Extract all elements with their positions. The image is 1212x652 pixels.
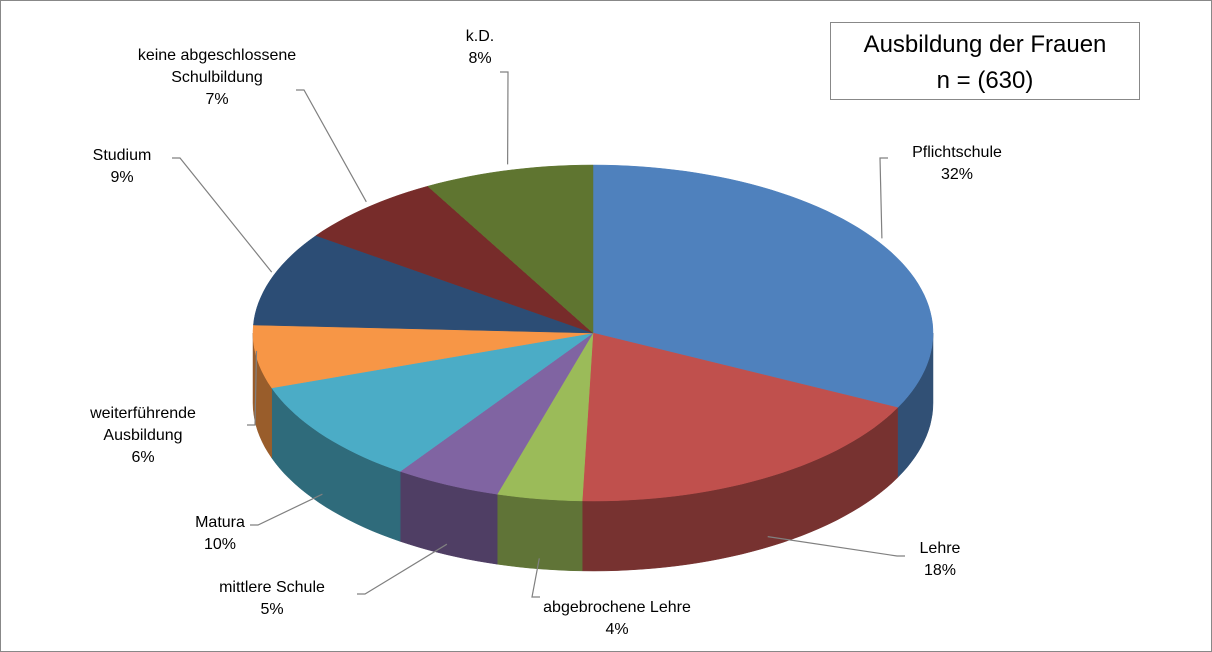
leader-line <box>296 89 367 203</box>
data-label: mittlere Schule 5% <box>172 577 372 621</box>
category-label: Studium <box>92 147 152 164</box>
category-label: Matura <box>195 514 245 531</box>
data-label: k.D. 8% <box>430 26 530 70</box>
slice <box>315 185 594 334</box>
category-label: keine abgeschlossene Schulbildung <box>137 47 297 86</box>
value-label: 9% <box>110 169 134 186</box>
leader-line <box>172 157 273 273</box>
slice <box>271 332 594 472</box>
category-label: Pflichtschule <box>912 144 1002 161</box>
data-label: abgebrochene Lehre 4% <box>487 597 747 641</box>
data-label: Studium 9% <box>22 145 222 189</box>
value-label: 6% <box>131 449 155 466</box>
data-label: Pflichtschule 32% <box>857 142 1057 186</box>
slice <box>253 235 594 334</box>
data-label: weiterführende Ausbildung 6% <box>73 403 213 469</box>
slice <box>496 332 594 502</box>
leader-line <box>879 157 888 239</box>
data-label: Lehre 18% <box>840 538 1040 582</box>
category-label: mittlere Schule <box>219 579 325 596</box>
slice <box>592 164 934 408</box>
slice <box>399 332 594 495</box>
slice <box>581 332 899 502</box>
value-label: 8% <box>468 50 492 67</box>
category-label: k.D. <box>465 28 495 45</box>
leader-line <box>357 543 448 595</box>
value-label: 7% <box>205 91 229 108</box>
leader-line <box>531 558 540 598</box>
leader-line <box>500 71 509 165</box>
chart-subtitle: n = (630) <box>936 67 1034 94</box>
value-label: 10% <box>203 536 237 553</box>
category-label: Lehre <box>919 540 961 557</box>
title-box: Ausbildung der Frauen n = (630) <box>830 22 1140 100</box>
value-label: 5% <box>260 601 284 618</box>
leader-line <box>247 350 258 426</box>
data-label: keine abgeschlossene Schulbildung 7% <box>117 45 317 111</box>
data-label: Matura 10% <box>120 512 320 556</box>
category-label: weiterführende Ausbildung <box>90 405 196 444</box>
value-label: 18% <box>923 562 957 579</box>
slice <box>427 164 594 334</box>
leader-line <box>767 536 905 557</box>
leader-line <box>250 493 323 526</box>
value-label: 32% <box>940 166 974 183</box>
chart-title: Ausbildung der Frauen <box>863 31 1107 58</box>
category-label: abgebrochene Lehre <box>543 599 691 616</box>
value-label: 4% <box>605 621 629 638</box>
